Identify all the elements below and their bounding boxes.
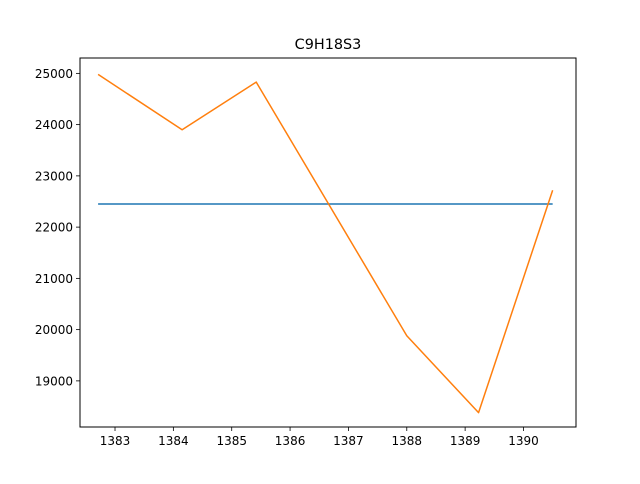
plot-area-frame xyxy=(79,57,577,428)
x-tick-label: 1386 xyxy=(275,434,306,448)
series-line-2 xyxy=(97,73,554,414)
x-tick-label: 1390 xyxy=(508,434,539,448)
x-tick-label: 1388 xyxy=(392,434,423,448)
x-tick-label: 1389 xyxy=(450,434,481,448)
x-tick-label: 1385 xyxy=(216,434,247,448)
x-tick-label: 1384 xyxy=(158,434,189,448)
series-lines xyxy=(97,73,554,414)
y-tick-label: 20000 xyxy=(35,323,73,337)
y-tick-label: 25000 xyxy=(35,67,73,81)
chart-title: C9H18S3 xyxy=(295,37,362,53)
y-tick-label: 19000 xyxy=(35,374,73,388)
y-tick-label: 24000 xyxy=(35,118,73,132)
y-tick-label: 23000 xyxy=(35,169,73,183)
y-tick-label: 21000 xyxy=(35,272,73,286)
x-tick-label: 1387 xyxy=(333,434,364,448)
y-tick-label: 22000 xyxy=(35,221,73,235)
x-tick-label: 1383 xyxy=(100,434,131,448)
axis-ticks: 1383 1384 1385 1386 1387 1388 1389 1390 19000 200… xyxy=(35,67,539,448)
